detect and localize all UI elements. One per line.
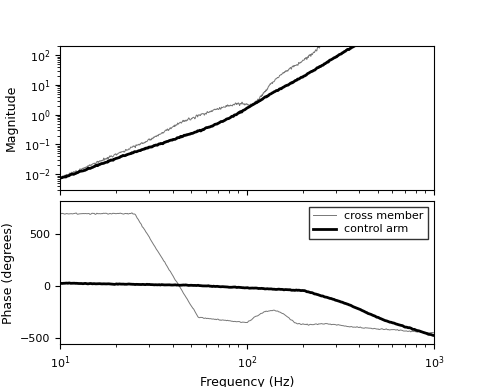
X-axis label: Frequency (Hz): Frequency (Hz) — [200, 376, 294, 387]
Legend: cross member, control arm: cross member, control arm — [309, 207, 428, 239]
Y-axis label: Phase (degrees): Phase (degrees) — [1, 222, 14, 324]
Y-axis label: Magnitude: Magnitude — [5, 85, 18, 151]
